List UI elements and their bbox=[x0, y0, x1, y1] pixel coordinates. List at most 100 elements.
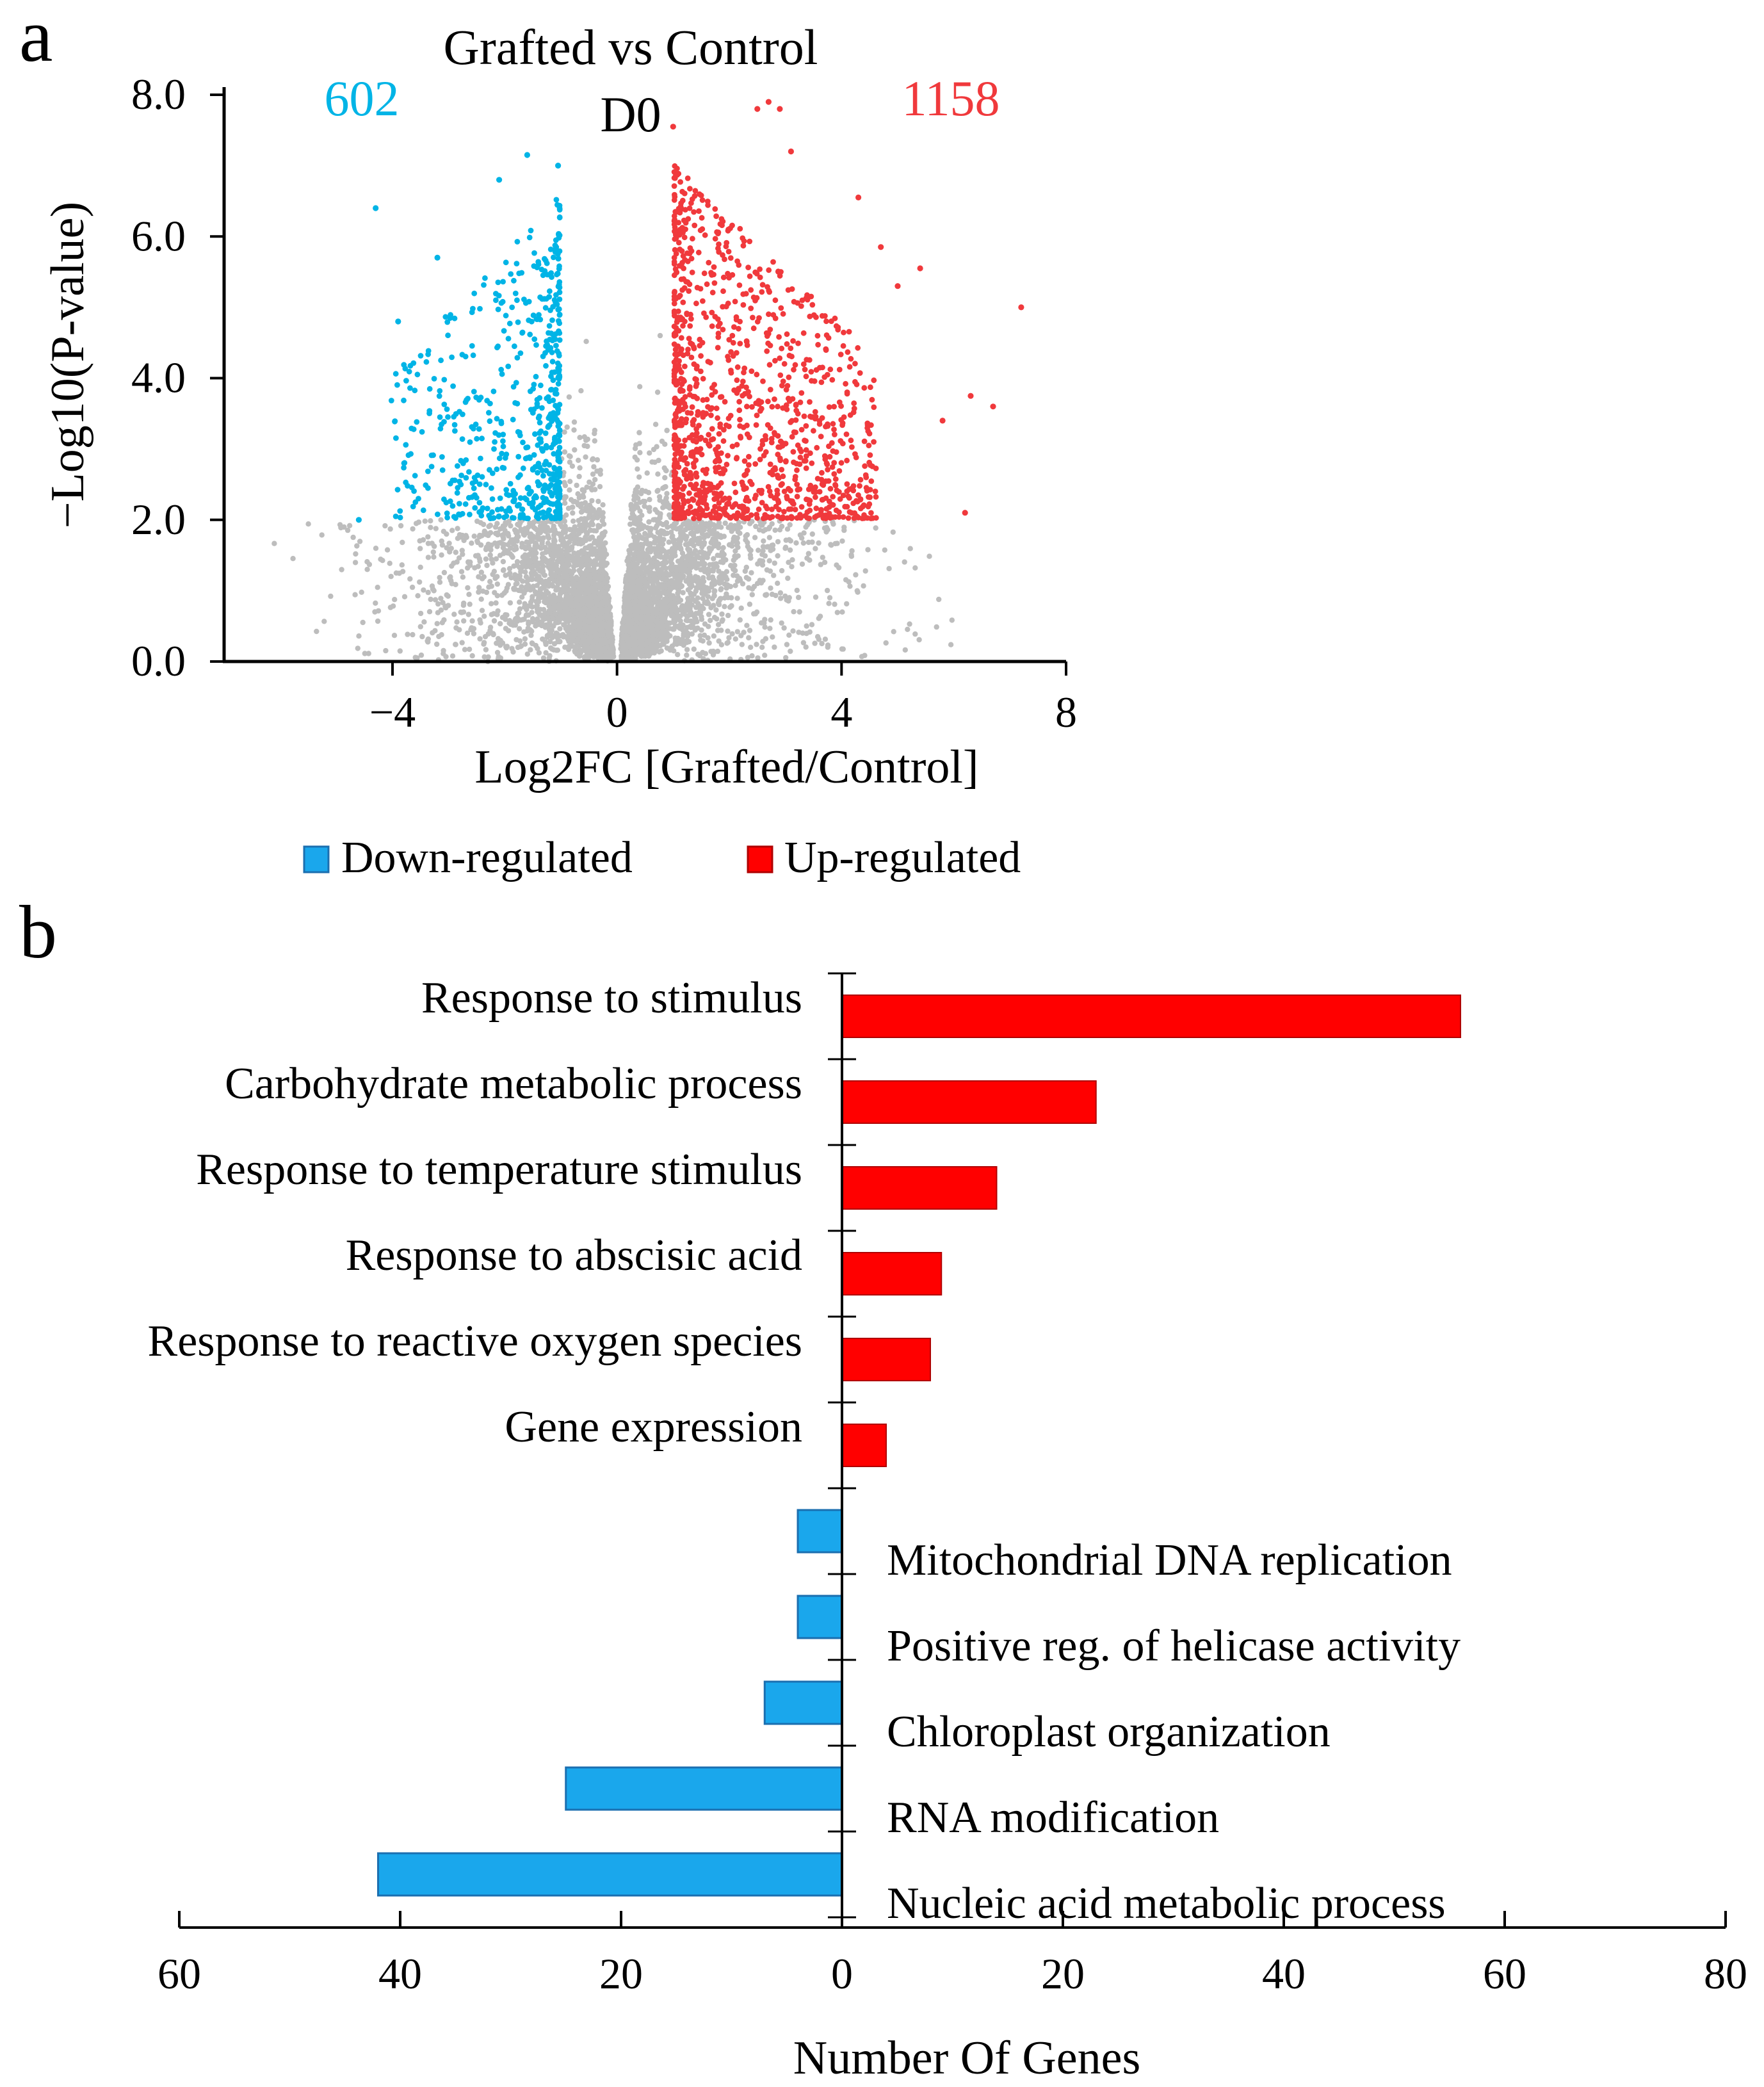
volcano-point-4596 bbox=[422, 518, 428, 524]
volcano-point-4238 bbox=[391, 633, 398, 638]
volcano-point-4339 bbox=[417, 610, 424, 617]
volcano-point-4342 bbox=[546, 590, 551, 596]
volcano-point-4358 bbox=[713, 607, 719, 613]
volcano-point-4987 bbox=[425, 468, 431, 475]
volcano-point-4971 bbox=[473, 494, 480, 501]
volcano-point-4739 bbox=[805, 539, 812, 546]
volcano-point-3944 bbox=[883, 640, 889, 646]
volcano-point-1586 bbox=[600, 514, 606, 521]
volcano-point-4297 bbox=[689, 541, 695, 547]
volcano-point-4534 bbox=[530, 619, 535, 625]
volcano-point-3911 bbox=[710, 568, 716, 574]
volcano-point-4705 bbox=[346, 523, 353, 528]
volcano-point-4309 bbox=[738, 633, 744, 638]
volcano-point-1086 bbox=[562, 429, 567, 435]
volcano-point-3395 bbox=[656, 649, 662, 655]
volcano-point-3712 bbox=[631, 649, 638, 655]
volcano-point-4572 bbox=[694, 619, 700, 624]
volcano-point-461 bbox=[647, 450, 652, 456]
volcano-point-2108 bbox=[604, 575, 611, 581]
volcano-point-4611 bbox=[700, 638, 706, 644]
volcano-point-4427 bbox=[684, 601, 690, 607]
volcano-point-4903 bbox=[449, 354, 455, 361]
volcano-point-809 bbox=[664, 427, 670, 434]
volcano-point-4620 bbox=[393, 570, 400, 576]
volcano-point-1041 bbox=[800, 540, 807, 546]
volcano-point-4189 bbox=[684, 607, 690, 613]
volcano-point-4002 bbox=[459, 640, 465, 646]
volcano-point-4679 bbox=[768, 585, 773, 591]
volcano-point-2633 bbox=[680, 590, 686, 596]
volcano-point-1070 bbox=[656, 494, 663, 499]
volcano-point-4703 bbox=[683, 526, 689, 533]
volcano-point-4630 bbox=[400, 569, 406, 574]
volcano-point-2045 bbox=[629, 510, 636, 517]
volcano-point-4094 bbox=[752, 535, 758, 540]
volcano-point-4125 bbox=[718, 586, 724, 592]
volcano-point-4701 bbox=[471, 533, 477, 539]
volcano-point-4969 bbox=[393, 435, 399, 441]
volcano-point-3722 bbox=[626, 651, 631, 656]
volcano-point-4557 bbox=[449, 563, 455, 569]
volcano-point-3902 bbox=[458, 569, 465, 574]
volcano-point-3961 bbox=[804, 623, 809, 629]
volcano-point-4626 bbox=[530, 640, 535, 647]
volcano-point-2920 bbox=[631, 493, 637, 499]
volcano-point-4814 bbox=[494, 416, 500, 422]
volcano-point-3423 bbox=[590, 642, 597, 648]
volcano-point-3539 bbox=[579, 578, 585, 583]
volcano-point-833 bbox=[595, 498, 601, 505]
volcano-point-3861 bbox=[434, 621, 440, 626]
volcano-point-4066 bbox=[354, 543, 360, 549]
volcano-point-3707 bbox=[635, 585, 640, 591]
volcano-point-4738 bbox=[699, 613, 704, 620]
volcano-point-4337 bbox=[523, 574, 530, 580]
volcano-point-3303 bbox=[483, 556, 489, 562]
volcano-point-4266 bbox=[551, 623, 556, 629]
volcano-point-3814 bbox=[620, 633, 626, 639]
volcano-point-4595 bbox=[476, 556, 482, 562]
volcano-point-674 bbox=[571, 427, 577, 433]
volcano-point-4373 bbox=[827, 595, 833, 601]
volcano-point-4372 bbox=[552, 538, 558, 544]
volcano-point-4819 bbox=[472, 505, 478, 511]
volcano-point-4277 bbox=[491, 618, 498, 624]
volcano-point-4716 bbox=[711, 615, 718, 621]
volcano-point-4278 bbox=[535, 599, 542, 605]
volcano-point-624 bbox=[581, 488, 587, 494]
volcano-point-3801 bbox=[558, 580, 563, 585]
volcano-point-4652 bbox=[494, 581, 500, 587]
volcano-point-4574 bbox=[430, 586, 436, 592]
volcano-point-3976 bbox=[373, 546, 379, 551]
volcano-point-3265 bbox=[599, 534, 605, 540]
volcano-point-4351 bbox=[855, 589, 861, 595]
volcano-point-4536 bbox=[533, 550, 539, 556]
volcano-point-3383 bbox=[578, 526, 585, 532]
volcano-point-4475 bbox=[498, 642, 503, 648]
volcano-point-3635 bbox=[654, 619, 660, 624]
volcano-point-3807 bbox=[563, 512, 569, 518]
volcano-point-4984 bbox=[516, 270, 522, 277]
volcano-point-4684 bbox=[765, 544, 771, 549]
volcano-point-2870 bbox=[640, 498, 646, 505]
volcano-point-3827 bbox=[633, 617, 639, 622]
volcano-point-3679 bbox=[569, 463, 576, 469]
volcano-point-3794 bbox=[606, 620, 612, 626]
volcano-point-4360 bbox=[732, 562, 738, 569]
volcano-point-3588 bbox=[568, 626, 574, 632]
volcano-point-3852 bbox=[777, 590, 784, 596]
volcano-point-3562 bbox=[578, 558, 583, 564]
volcano-point-4552 bbox=[678, 584, 684, 590]
volcano-point-4563 bbox=[533, 535, 539, 540]
volcano-point-3183 bbox=[587, 527, 594, 533]
volcano-point-3942 bbox=[756, 527, 763, 533]
volcano-point-4236 bbox=[375, 585, 380, 590]
volcano-point-4374 bbox=[786, 560, 791, 565]
volcano-point-3239 bbox=[542, 544, 548, 551]
volcano-point-4526 bbox=[425, 540, 432, 546]
volcano-point-4426 bbox=[481, 640, 487, 646]
volcano-point-4654 bbox=[508, 553, 515, 558]
volcano-point-3770 bbox=[590, 648, 596, 654]
volcano-point-3792 bbox=[564, 553, 570, 558]
volcano-point-1985 bbox=[537, 587, 544, 592]
